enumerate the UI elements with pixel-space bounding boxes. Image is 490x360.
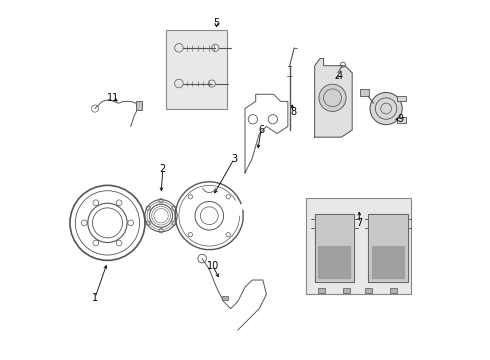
FancyBboxPatch shape xyxy=(136,102,143,111)
Polygon shape xyxy=(315,59,352,137)
Circle shape xyxy=(370,93,402,125)
Text: 2: 2 xyxy=(160,164,166,174)
Text: 8: 8 xyxy=(290,107,296,117)
Polygon shape xyxy=(368,214,408,282)
FancyBboxPatch shape xyxy=(360,89,369,96)
FancyBboxPatch shape xyxy=(306,198,411,294)
Text: 5: 5 xyxy=(213,18,220,28)
FancyBboxPatch shape xyxy=(343,288,350,293)
Text: 11: 11 xyxy=(107,93,119,103)
Text: 6: 6 xyxy=(258,125,264,135)
FancyBboxPatch shape xyxy=(397,117,406,123)
FancyBboxPatch shape xyxy=(167,30,227,109)
Circle shape xyxy=(319,84,346,111)
Text: 4: 4 xyxy=(337,71,343,81)
FancyBboxPatch shape xyxy=(390,288,397,293)
Text: 7: 7 xyxy=(356,218,363,228)
Polygon shape xyxy=(315,214,354,282)
FancyBboxPatch shape xyxy=(318,288,325,293)
Text: 10: 10 xyxy=(207,261,219,271)
Text: 9: 9 xyxy=(397,114,403,124)
Polygon shape xyxy=(372,246,404,278)
Text: 1: 1 xyxy=(92,293,98,303)
FancyBboxPatch shape xyxy=(222,296,228,300)
FancyBboxPatch shape xyxy=(397,96,406,102)
FancyBboxPatch shape xyxy=(365,288,372,293)
Text: 3: 3 xyxy=(231,154,237,163)
Polygon shape xyxy=(318,246,350,278)
